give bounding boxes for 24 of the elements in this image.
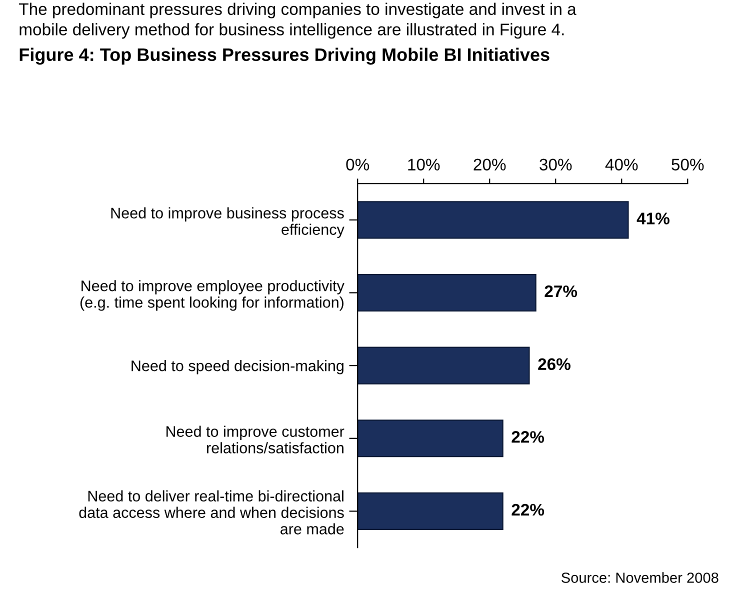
bar xyxy=(358,346,530,384)
y-tick-label: Need to speed decision-making xyxy=(132,360,344,374)
y-tick-label: Need to improve customer relations/satisfaction xyxy=(166,426,344,454)
x-tick-label: 50% xyxy=(672,158,704,171)
bar xyxy=(358,492,504,530)
chart-title: Figure 4: Top Business Pressures Driving Mobile BI Initiatives xyxy=(20,48,550,65)
y-tick-label: Need to improve business process efficiency xyxy=(111,207,344,238)
x-tick-label: 40% xyxy=(605,158,638,171)
data-label: 27% xyxy=(544,285,578,298)
data-label: 26% xyxy=(538,358,570,370)
x-tick-label: 20% xyxy=(474,158,506,171)
text: The predominant pressures driving companies to investigate and invest in a mobile delivery method for business intelligence are illustrated in Figure 4. xyxy=(19,2,576,39)
y-tick-label: Need to deliver real-time bi-directional data access where and when decisions are made xyxy=(79,490,344,534)
x-tick-label: 10% xyxy=(408,158,440,171)
bar xyxy=(358,201,629,239)
bar xyxy=(358,274,536,312)
data-label: 22% xyxy=(512,504,544,516)
bar xyxy=(358,420,504,458)
x-tick-label: 30% xyxy=(540,158,572,171)
source-note: Source: November 2008 xyxy=(562,572,718,583)
data-label: 41% xyxy=(636,212,670,224)
x-tick-label: 0% xyxy=(346,158,370,171)
data-label: 22% xyxy=(512,431,544,443)
y-tick-label: Need to improve employee productivity (e.g. time spent looking for information) xyxy=(80,280,344,311)
